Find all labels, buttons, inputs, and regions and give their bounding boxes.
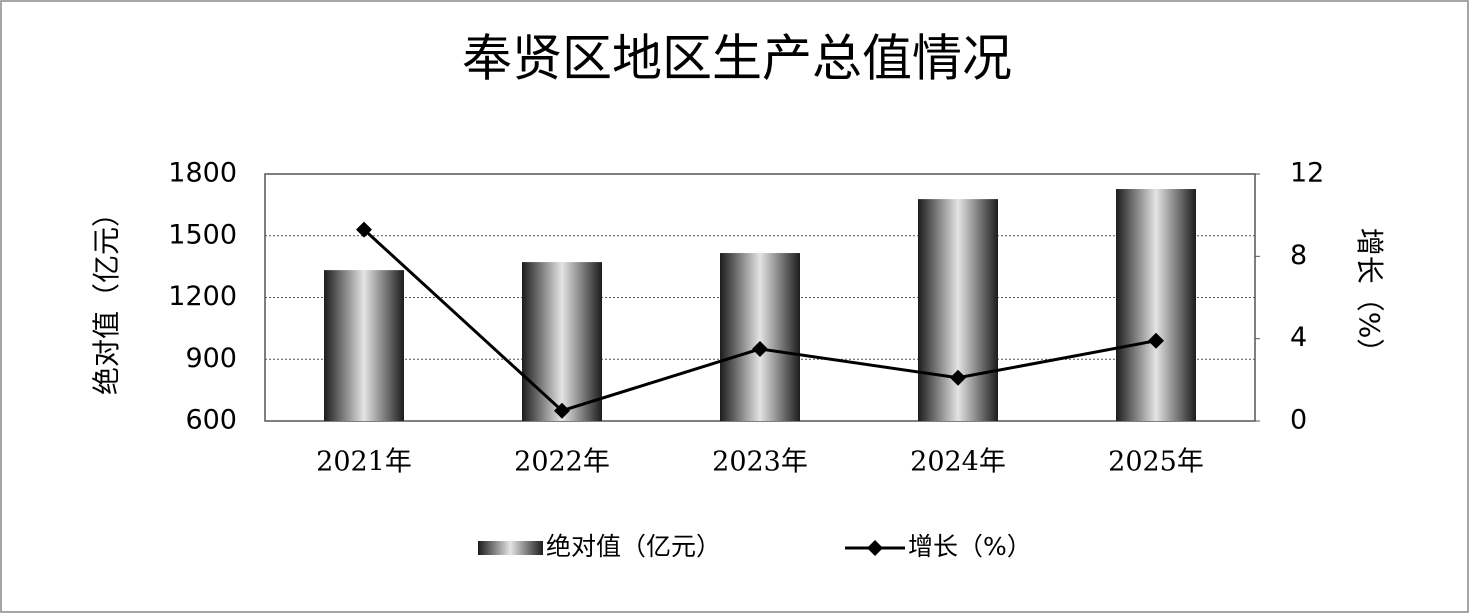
y2-axis-label: 增长（%）	[1353, 228, 1386, 367]
y-tick-label: 1500	[168, 219, 237, 250]
bar	[720, 253, 800, 421]
y-tick-label: 600	[185, 405, 237, 436]
legend-label: 绝对值（亿元）	[546, 532, 721, 561]
marker	[752, 340, 768, 357]
y-axis-label: 绝对值（亿元）	[90, 199, 123, 395]
bar	[918, 199, 998, 421]
legend-label: 增长（%）	[908, 532, 1032, 561]
marker	[554, 402, 570, 419]
chart-title: 奉贤区地区生产总值情况	[462, 30, 1012, 88]
legend-swatch	[478, 541, 543, 555]
marker	[950, 369, 966, 386]
y-tick-label: 1200	[168, 281, 237, 312]
x-tick-label: 2024年	[910, 447, 1006, 478]
y2-tick-label: 12	[1290, 158, 1324, 189]
y2-tick-label: 8	[1290, 240, 1307, 271]
x-tick-label: 2025年	[1108, 447, 1204, 478]
x-tick-label: 2022年	[514, 447, 610, 478]
y-tick-label: 900	[185, 343, 237, 374]
marker	[1148, 332, 1164, 349]
bar	[324, 270, 404, 421]
bar	[522, 262, 602, 421]
y2-tick-label: 4	[1290, 322, 1307, 353]
x-tick-label: 2021年	[316, 447, 412, 478]
y2-tick-label: 0	[1290, 405, 1307, 436]
y-tick-label: 1800	[168, 158, 237, 189]
x-tick-label: 2023年	[712, 447, 808, 478]
bar	[1116, 189, 1196, 421]
legend-marker	[867, 540, 883, 556]
marker	[356, 221, 372, 238]
